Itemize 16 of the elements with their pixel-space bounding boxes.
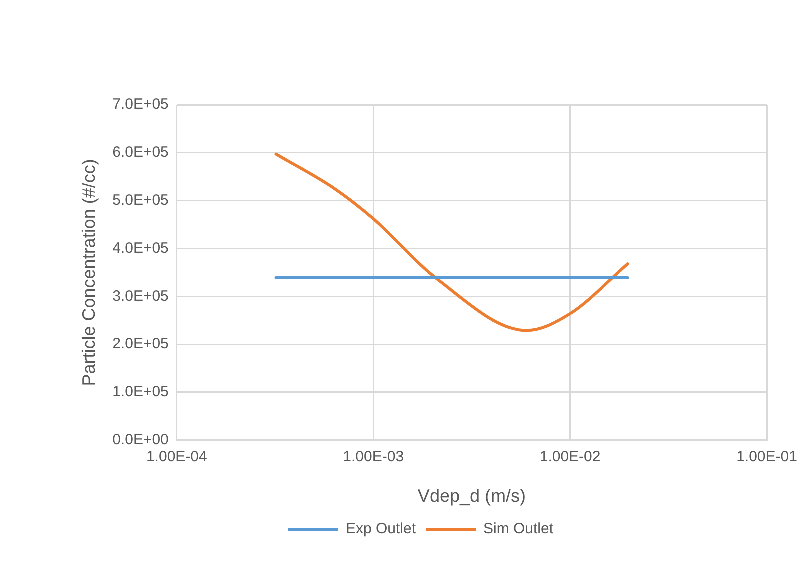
y-tick-label: 1.0E+05 xyxy=(112,384,169,401)
y-tick-label: 2.0E+05 xyxy=(112,336,169,353)
y-tick-label: 0.0E+00 xyxy=(112,432,169,449)
x-axis-title: Vdep_d (m/s) xyxy=(418,486,526,506)
y-axis-title: Particle Concentration (#/cc) xyxy=(78,159,99,386)
legend-label: Exp Outlet xyxy=(346,520,417,538)
legend-label: Sim Outlet xyxy=(484,520,554,538)
y-tick-label: 3.0E+05 xyxy=(112,288,169,305)
x-tick-label: 1.00E-01 xyxy=(736,448,798,466)
y-tick-label: 6.0E+05 xyxy=(112,144,169,162)
x-tick-label: 1.00E-03 xyxy=(343,448,404,466)
y-tick-label: 5.0E+05 xyxy=(112,192,169,209)
x-tick-label: 1.00E-02 xyxy=(540,448,601,466)
y-tick-label: 7.0E+05 xyxy=(112,96,169,114)
y-tick-label: 4.0E+05 xyxy=(112,240,169,257)
x-tick-label: 1.00E-04 xyxy=(146,448,208,466)
